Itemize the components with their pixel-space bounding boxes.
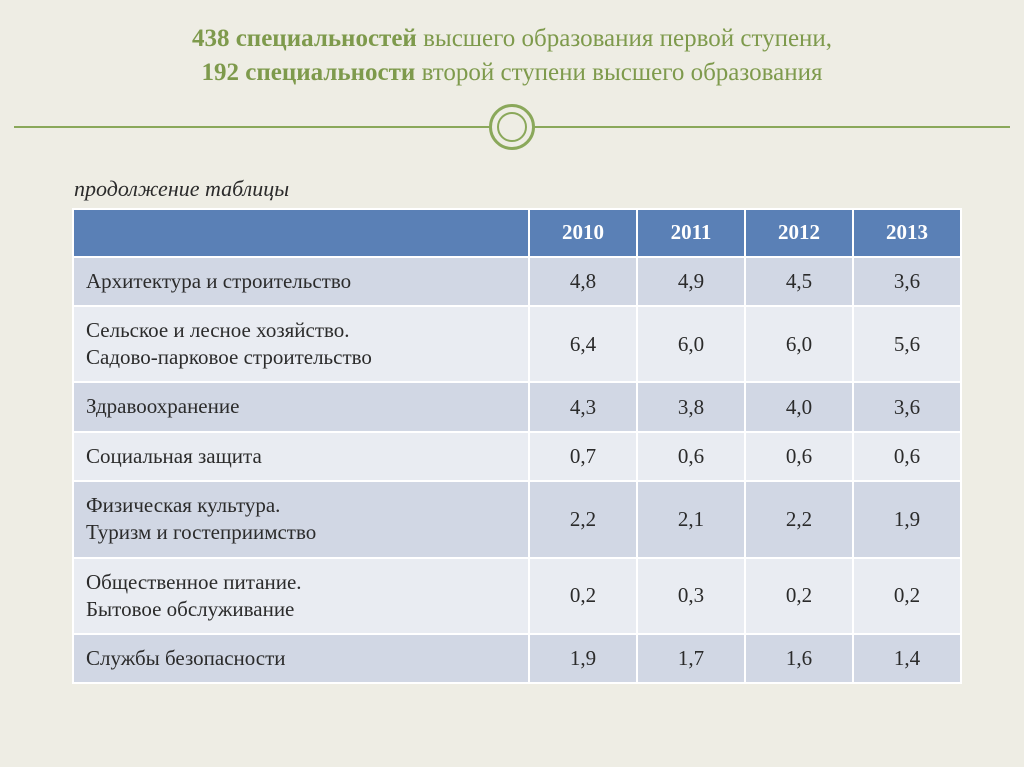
table-subtitle: продолжение таблицы <box>74 176 954 202</box>
row-value: 4,0 <box>745 382 853 431</box>
row-value: 0,6 <box>853 432 961 481</box>
row-value: 2,1 <box>637 481 745 558</box>
title-bold-1: 438 специальностей <box>192 25 417 52</box>
row-value: 4,8 <box>529 257 637 306</box>
divider-circle-inner-icon <box>497 112 527 142</box>
row-label: Социальная защита <box>73 432 529 481</box>
row-value: 0,3 <box>637 558 745 635</box>
divider <box>8 98 1016 158</box>
row-value: 0,6 <box>637 432 745 481</box>
header-year: 2011 <box>637 209 745 257</box>
row-value: 1,6 <box>745 634 853 683</box>
data-table: 2010 2011 2012 2013 Архитектура и строит… <box>72 208 962 685</box>
header-year: 2013 <box>853 209 961 257</box>
row-label: Физическая культура.Туризм и гостеприимс… <box>73 481 529 558</box>
slide: 438 специальностей высшего образования п… <box>8 8 1016 759</box>
row-label: Архитектура и строительство <box>73 257 529 306</box>
header-year: 2012 <box>745 209 853 257</box>
row-value: 3,6 <box>853 257 961 306</box>
title-rest-1: высшего образования первой ступени, <box>417 25 832 52</box>
row-value: 0,7 <box>529 432 637 481</box>
row-value: 0,6 <box>745 432 853 481</box>
row-value: 1,9 <box>529 634 637 683</box>
table-header-row: 2010 2011 2012 2013 <box>73 209 961 257</box>
row-label: Общественное питание.Бытовое обслуживани… <box>73 558 529 635</box>
row-value: 1,9 <box>853 481 961 558</box>
table-row: Здравоохранение4,33,84,03,6 <box>73 382 961 431</box>
row-label: Службы безопасности <box>73 634 529 683</box>
row-value: 2,2 <box>745 481 853 558</box>
row-value: 3,6 <box>853 382 961 431</box>
row-value: 4,9 <box>637 257 745 306</box>
row-value: 4,3 <box>529 382 637 431</box>
slide-title: 438 специальностей высшего образования п… <box>8 8 1016 90</box>
table-row: Архитектура и строительство4,84,94,53,6 <box>73 257 961 306</box>
row-value: 6,0 <box>637 306 745 383</box>
table-row: Социальная защита0,70,60,60,6 <box>73 432 961 481</box>
row-label: Сельское и лесное хозяйство.Садово-парко… <box>73 306 529 383</box>
row-value: 2,2 <box>529 481 637 558</box>
table-row: Сельское и лесное хозяйство.Садово-парко… <box>73 306 961 383</box>
row-value: 1,4 <box>853 634 961 683</box>
row-value: 0,2 <box>853 558 961 635</box>
row-value: 0,2 <box>529 558 637 635</box>
content-area: продолжение таблицы 2010 2011 2012 2013 <box>8 176 1016 685</box>
table-row: Физическая культура.Туризм и гостеприимс… <box>73 481 961 558</box>
row-value: 1,7 <box>637 634 745 683</box>
header-blank <box>73 209 529 257</box>
row-value: 4,5 <box>745 257 853 306</box>
row-value: 0,2 <box>745 558 853 635</box>
table-row: Общественное питание.Бытовое обслуживани… <box>73 558 961 635</box>
title-rest-2: второй ступени высшего образования <box>415 59 822 86</box>
row-value: 6,0 <box>745 306 853 383</box>
row-value: 5,6 <box>853 306 961 383</box>
title-bold-2: 192 специальности <box>202 59 416 86</box>
row-label: Здравоохранение <box>73 382 529 431</box>
table-row: Службы безопасности1,91,71,61,4 <box>73 634 961 683</box>
header-year: 2010 <box>529 209 637 257</box>
row-value: 3,8 <box>637 382 745 431</box>
row-value: 6,4 <box>529 306 637 383</box>
